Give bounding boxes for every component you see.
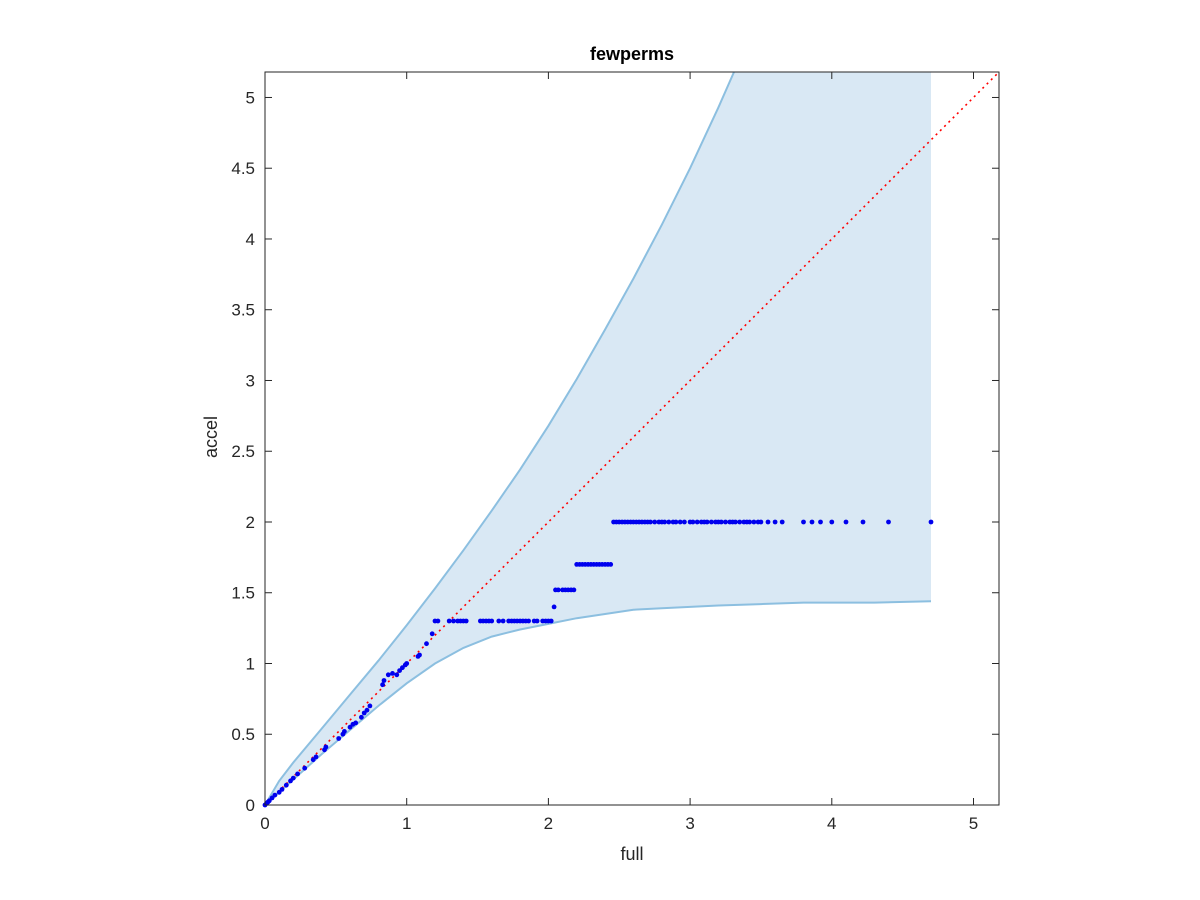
- chart-title: fewperms: [590, 44, 674, 64]
- data-point: [451, 618, 456, 624]
- data-point: [551, 604, 557, 610]
- data-point: [364, 707, 370, 713]
- data-point: [737, 519, 743, 525]
- data-point: [404, 661, 410, 666]
- data-point: [342, 729, 347, 734]
- data-point: [648, 519, 653, 525]
- data-point: [534, 618, 540, 624]
- data-point: [500, 618, 506, 624]
- data-point: [801, 519, 806, 525]
- data-point: [733, 519, 738, 525]
- data-point: [673, 519, 679, 525]
- data-point: [709, 519, 714, 525]
- data-point: [758, 519, 764, 525]
- data-point: [928, 519, 934, 525]
- data-point: [829, 519, 835, 525]
- data-point: [704, 519, 710, 525]
- data-point: [295, 771, 300, 777]
- data-point: [353, 720, 359, 726]
- reference-line-layer: [264, 71, 1000, 806]
- data-point: [747, 519, 752, 525]
- data-point: [424, 641, 429, 647]
- labels-layer: fewperms full accel: [201, 44, 674, 864]
- data-point: [652, 519, 658, 525]
- data-point: [380, 682, 385, 688]
- y-tick-label: 3.5: [231, 301, 255, 320]
- data-point: [279, 787, 285, 792]
- reference-diagonal: [264, 71, 1000, 806]
- data-point: [723, 519, 728, 525]
- data-point: [886, 519, 891, 525]
- confidence-band-fill: [265, 72, 931, 805]
- x-axis-label: full: [620, 844, 643, 864]
- y-tick-label: 0: [246, 796, 255, 815]
- data-point: [526, 618, 531, 624]
- y-axis-label: accel: [201, 416, 221, 458]
- band-upper-edge: [264, 71, 735, 806]
- y-tick-label: 1: [246, 654, 255, 673]
- data-point: [390, 671, 395, 676]
- data-point: [336, 736, 342, 741]
- data-point: [779, 519, 785, 525]
- y-tick-label: 3: [246, 371, 255, 390]
- data-point: [677, 519, 683, 525]
- x-tick-label: 1: [402, 814, 411, 833]
- x-tick-label: 0: [260, 814, 269, 833]
- data-point: [417, 652, 422, 658]
- data-point: [283, 782, 289, 788]
- y-tick-label: 0.5: [231, 725, 255, 744]
- data-point: [463, 618, 469, 624]
- data-point: [435, 618, 441, 624]
- data-point: [385, 672, 391, 678]
- data-point: [394, 672, 400, 678]
- data-point: [751, 519, 757, 525]
- data-point: [772, 519, 778, 525]
- x-tick-label: 5: [969, 814, 978, 833]
- data-point: [694, 519, 700, 525]
- data-point: [302, 765, 308, 771]
- data-point: [359, 714, 364, 720]
- data-point: [809, 519, 815, 525]
- y-tick-label: 2.5: [231, 442, 255, 461]
- x-tick-label: 3: [685, 814, 694, 833]
- data-point: [555, 587, 561, 593]
- data-point: [818, 519, 823, 525]
- data-point: [682, 519, 687, 525]
- data-point: [381, 678, 387, 683]
- axes-layer: 0 1 2 3 4 5 0 0.5 1 1.5 2 2.5 3 3.5 4 4.5 5: [231, 71, 1000, 833]
- data-point: [690, 519, 696, 525]
- data-point: [765, 519, 771, 525]
- data-point: [290, 775, 296, 781]
- data-point: [272, 792, 278, 798]
- data-point: [313, 754, 319, 760]
- data-point: [843, 519, 849, 525]
- data-point: [489, 618, 495, 624]
- data-point: [496, 618, 502, 624]
- data-point: [860, 519, 866, 525]
- data-points-layer: [262, 519, 934, 808]
- y-tick-label: 2: [246, 513, 255, 532]
- data-point: [429, 631, 435, 637]
- data-point: [666, 519, 672, 525]
- y-tick-label: 1.5: [231, 584, 255, 603]
- data-point: [662, 519, 667, 525]
- plot-area-frame: [264, 71, 1000, 806]
- data-point: [323, 744, 329, 750]
- data-point: [367, 703, 373, 709]
- y-tick-label: 4: [246, 230, 255, 249]
- y-tick-label: 4.5: [231, 159, 255, 178]
- x-tick-label: 2: [544, 814, 553, 833]
- data-point: [608, 562, 614, 567]
- y-tick-label: 5: [246, 88, 255, 107]
- data-point: [718, 519, 724, 525]
- data-point: [548, 618, 554, 624]
- data-point: [446, 618, 452, 624]
- data-point: [347, 724, 353, 730]
- data-point: [571, 587, 577, 593]
- x-tick-label: 4: [827, 814, 836, 833]
